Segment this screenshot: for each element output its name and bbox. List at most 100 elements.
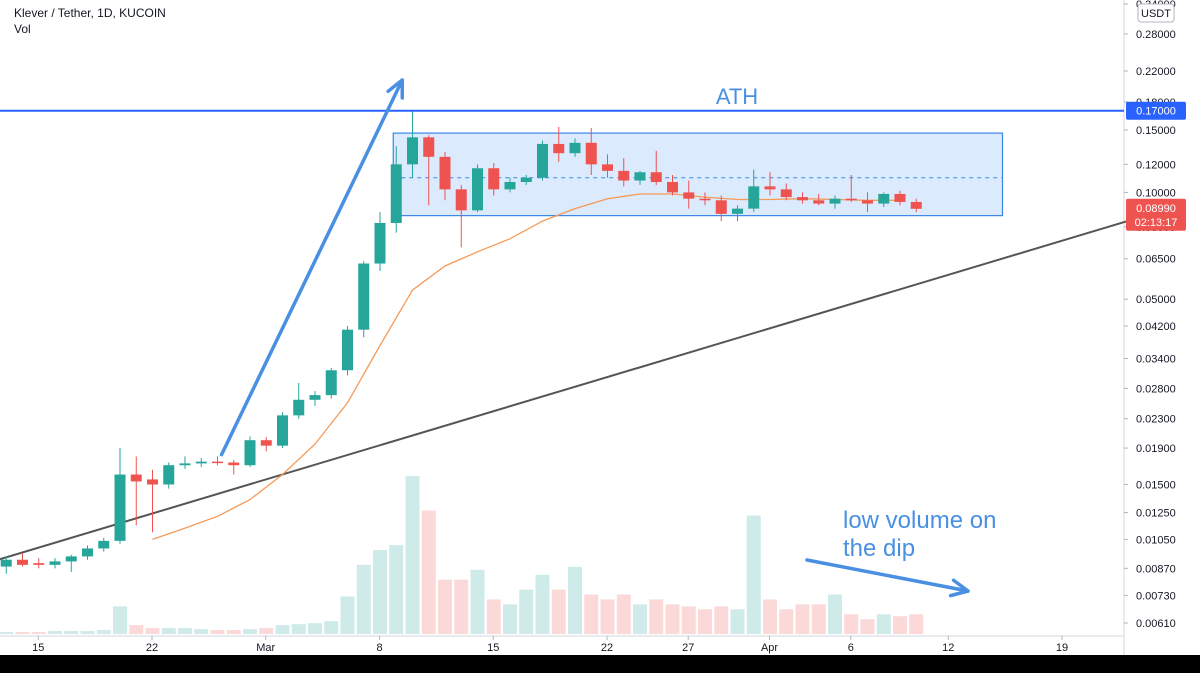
- volume-bar: [470, 569, 485, 634]
- volume-bar: [649, 599, 664, 634]
- candle: [407, 110, 418, 178]
- moving-average-layer: [152, 193, 900, 541]
- candle-body: [618, 170, 630, 181]
- arrows-layer: [219, 78, 970, 598]
- candle-body: [504, 181, 516, 190]
- volume-bar: [373, 550, 387, 634]
- candle: [602, 154, 613, 178]
- arrow-up-head: [386, 78, 405, 100]
- candle-body: [553, 143, 565, 154]
- candle: [569, 138, 581, 157]
- volume-bar: [746, 515, 761, 634]
- candle: [732, 205, 743, 222]
- candle-body: [488, 168, 500, 190]
- volume-bar: [503, 604, 517, 634]
- candle-body: [49, 561, 61, 565]
- candle: [195, 458, 207, 468]
- candle-body: [650, 172, 662, 182]
- price-ticks-layer: 0.340000.280000.220000.180000.150000.120…: [1124, 0, 1176, 630]
- candle: [813, 193, 825, 206]
- candle: [17, 553, 28, 567]
- candle-body: [780, 189, 792, 198]
- candle: [748, 169, 760, 213]
- candle-body: [829, 198, 841, 204]
- candle-body: [260, 440, 272, 446]
- volume-bar: [259, 628, 274, 634]
- ath-annotation: ATH: [716, 84, 758, 109]
- candle: [342, 325, 353, 376]
- volume-bar: [779, 609, 794, 634]
- candle: [260, 437, 272, 452]
- volume-bar: [389, 545, 404, 634]
- candle: [910, 198, 922, 213]
- volume-layer: [0, 476, 924, 634]
- price-tick-label: 0.03400: [1136, 353, 1176, 365]
- candle-body: [732, 208, 743, 214]
- price-labels-layer: USDT 0.17000 0.08990 02:13:17: [1126, 3, 1186, 231]
- candle-body: [277, 415, 288, 446]
- volume-bar: [226, 630, 241, 634]
- price-tick-label: 0.28000: [1136, 29, 1176, 41]
- candle: [634, 170, 646, 185]
- volume-bar: [828, 594, 842, 634]
- time-tick-label: 15: [487, 642, 499, 654]
- volume-bar: [681, 606, 696, 634]
- candle: [0, 556, 12, 574]
- time-ticks-layer: 15 22 Mar 8 15 22 27 Apr 6 12 19: [32, 636, 1068, 654]
- volume-bar: [551, 589, 566, 634]
- candle: [829, 195, 841, 209]
- candle: [293, 382, 305, 419]
- candle: [520, 174, 532, 185]
- candle-body: [748, 186, 760, 209]
- candle: [862, 192, 873, 213]
- volume-bar: [860, 619, 875, 634]
- candle: [894, 190, 906, 206]
- arrow-down-head: [948, 578, 970, 598]
- candle-body: [455, 189, 467, 211]
- candle: [618, 158, 630, 187]
- candle: [277, 412, 288, 449]
- currency-box: [1137, 3, 1175, 23]
- time-tick-label: 8: [376, 642, 382, 654]
- arrow-down-shaft: [805, 558, 970, 593]
- candle-body: [325, 370, 337, 396]
- candle: [472, 164, 483, 213]
- candle-body: [293, 399, 305, 416]
- volume-bar: [194, 629, 209, 634]
- volume-bar: [210, 630, 225, 634]
- candle: [553, 126, 565, 162]
- volume-annotation-line2: the dip: [843, 535, 915, 562]
- volume-bar: [31, 632, 46, 634]
- candle: [309, 391, 321, 406]
- candle-body: [17, 559, 28, 565]
- price-tick-label: 0.00870: [1136, 563, 1176, 575]
- candle-body: [407, 137, 418, 165]
- volume-bar: [178, 628, 192, 634]
- countdown-label: 02:13:17: [1135, 217, 1178, 229]
- candle-body: [667, 181, 678, 193]
- candle: [65, 554, 77, 572]
- volume-bar: [48, 631, 62, 634]
- volume-bar: [291, 624, 306, 634]
- price-tick-label: 0.01900: [1136, 443, 1176, 455]
- candle-body: [114, 474, 126, 541]
- candle-body: [130, 474, 142, 482]
- candle-body: [228, 462, 240, 466]
- price-tick-label: 0.12000: [1136, 159, 1176, 171]
- candle: [49, 558, 61, 569]
- candle-body: [82, 548, 93, 557]
- volume-bar: [698, 609, 712, 634]
- candle: [228, 459, 240, 475]
- candle-body: [147, 479, 158, 485]
- candle-body: [910, 201, 922, 209]
- candle-body: [520, 177, 532, 182]
- volume-bar: [308, 623, 322, 634]
- volume-bar: [324, 621, 339, 634]
- candle: [845, 174, 857, 202]
- candle-body: [585, 142, 597, 165]
- price-tick-label: 0.02300: [1136, 414, 1176, 426]
- candle: [439, 152, 451, 201]
- volume-bar: [633, 604, 647, 634]
